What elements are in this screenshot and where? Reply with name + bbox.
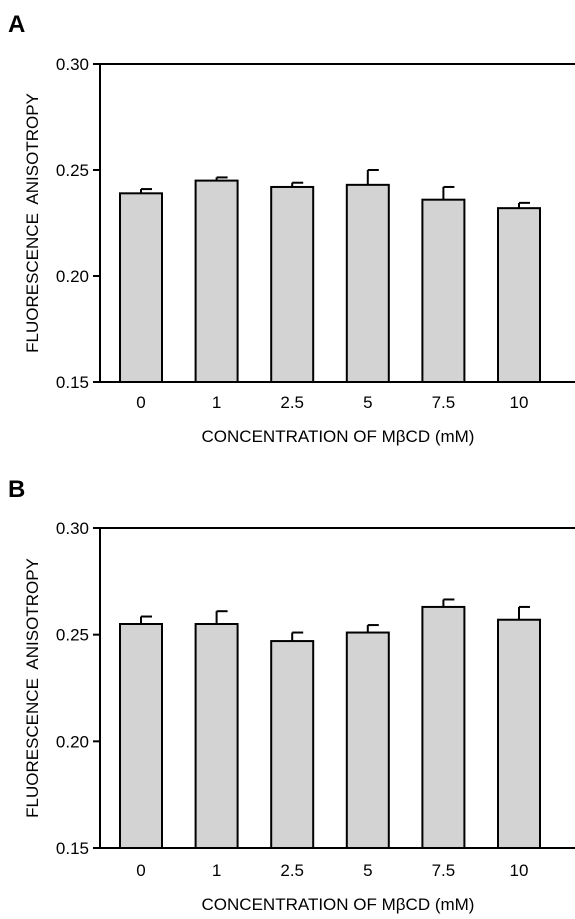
y-tick-label: 0.30: [56, 55, 89, 74]
bar: [119, 623, 163, 849]
bar: [345, 183, 390, 383]
bar: [421, 198, 466, 383]
x-tick-label: 5: [363, 393, 372, 412]
y-tick-label: 0.30: [56, 519, 89, 538]
y-tick-label: 0.25: [56, 626, 89, 645]
panel-letter: A: [8, 11, 25, 38]
bar: [497, 207, 541, 383]
x-tick-label: 10: [510, 861, 529, 880]
x-axis-title: CONCENTRATION OF MβCD (mM): [202, 427, 475, 446]
x-tick-label: 5: [363, 861, 372, 880]
panel-letter: B: [8, 476, 25, 503]
y-tick-label: 0.15: [56, 373, 89, 392]
bar: [421, 605, 466, 850]
y-axis-title: FLUORESCENCE ANISOTROPY: [23, 558, 42, 818]
x-tick-label: 0: [136, 393, 145, 412]
bar: [119, 192, 163, 383]
y-tick-label: 0.20: [56, 267, 89, 286]
y-axis-title: FLUORESCENCE ANISOTROPY: [23, 93, 42, 353]
x-tick-label: 7.5: [432, 861, 456, 880]
x-tick-label: 2.5: [280, 861, 304, 880]
x-axis-title: CONCENTRATION OF MβCD (mM): [202, 895, 475, 914]
bar: [270, 640, 315, 849]
bar: [270, 185, 315, 383]
y-tick-label: 0.25: [56, 161, 89, 180]
x-tick-label: 10: [510, 393, 529, 412]
x-tick-label: 1: [212, 393, 221, 412]
bar: [497, 618, 541, 849]
x-tick-label: 2.5: [280, 393, 304, 412]
y-tick-label: 0.20: [56, 732, 89, 751]
x-tick-label: 7.5: [432, 393, 456, 412]
bar: [194, 179, 239, 383]
bar: [345, 631, 390, 849]
y-tick-label: 0.15: [56, 839, 89, 858]
x-tick-label: 0: [136, 861, 145, 880]
bar: [194, 623, 239, 849]
x-tick-label: 1: [212, 861, 221, 880]
